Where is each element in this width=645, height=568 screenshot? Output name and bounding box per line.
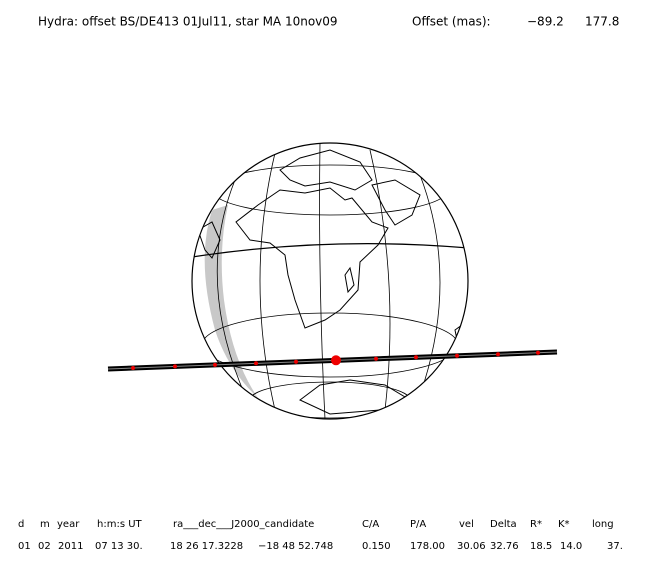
column-header: K*: [558, 519, 570, 530]
table-cell: 2011: [58, 541, 83, 552]
table-cell: 0.150: [362, 541, 391, 552]
table-cell: 01: [18, 541, 31, 552]
table-cell: 02: [38, 541, 51, 552]
closest-approach: [331, 355, 341, 366]
table-cell: 37.: [607, 541, 623, 552]
column-header: Delta: [490, 519, 517, 530]
table-cell: −18 48 52.748: [258, 541, 333, 552]
column-header: R*: [530, 519, 542, 530]
column-header: m: [40, 519, 50, 530]
column-header: vel: [459, 519, 474, 530]
table-cell: 30.06: [457, 541, 486, 552]
table-cell: 07 13 30.: [95, 541, 143, 552]
column-header: long: [592, 519, 614, 530]
table-cell: 32.76: [490, 541, 519, 552]
shadow-path: [107, 349, 558, 372]
column-header: h:m:s UT: [97, 519, 143, 530]
table-cell: 178.00: [410, 541, 445, 552]
globe: [191, 142, 469, 420]
column-header: ra___dec___J2000_candidate: [173, 519, 314, 530]
table-cell: 18.5: [530, 541, 552, 552]
column-header: year: [57, 519, 80, 530]
column-header: d: [18, 519, 24, 530]
column-header: C/A: [362, 519, 379, 530]
table-cell: 14.0: [560, 541, 582, 552]
column-header: P/A: [410, 519, 426, 530]
title: Hydra: offset BS/DE413 01Jul11, star MA …: [38, 15, 338, 29]
time-ticks: [131, 350, 540, 370]
offset-value: −89.2: [527, 15, 564, 29]
offset-label: Offset (mas):: [412, 15, 491, 29]
globe-outline: [191, 142, 469, 420]
table-cell: 18 26 17.3228: [170, 541, 243, 552]
offset-value: 177.8: [585, 15, 619, 29]
data-table: d m year h:m:s UT ra___dec___J2000_candidate…: [18, 519, 623, 552]
